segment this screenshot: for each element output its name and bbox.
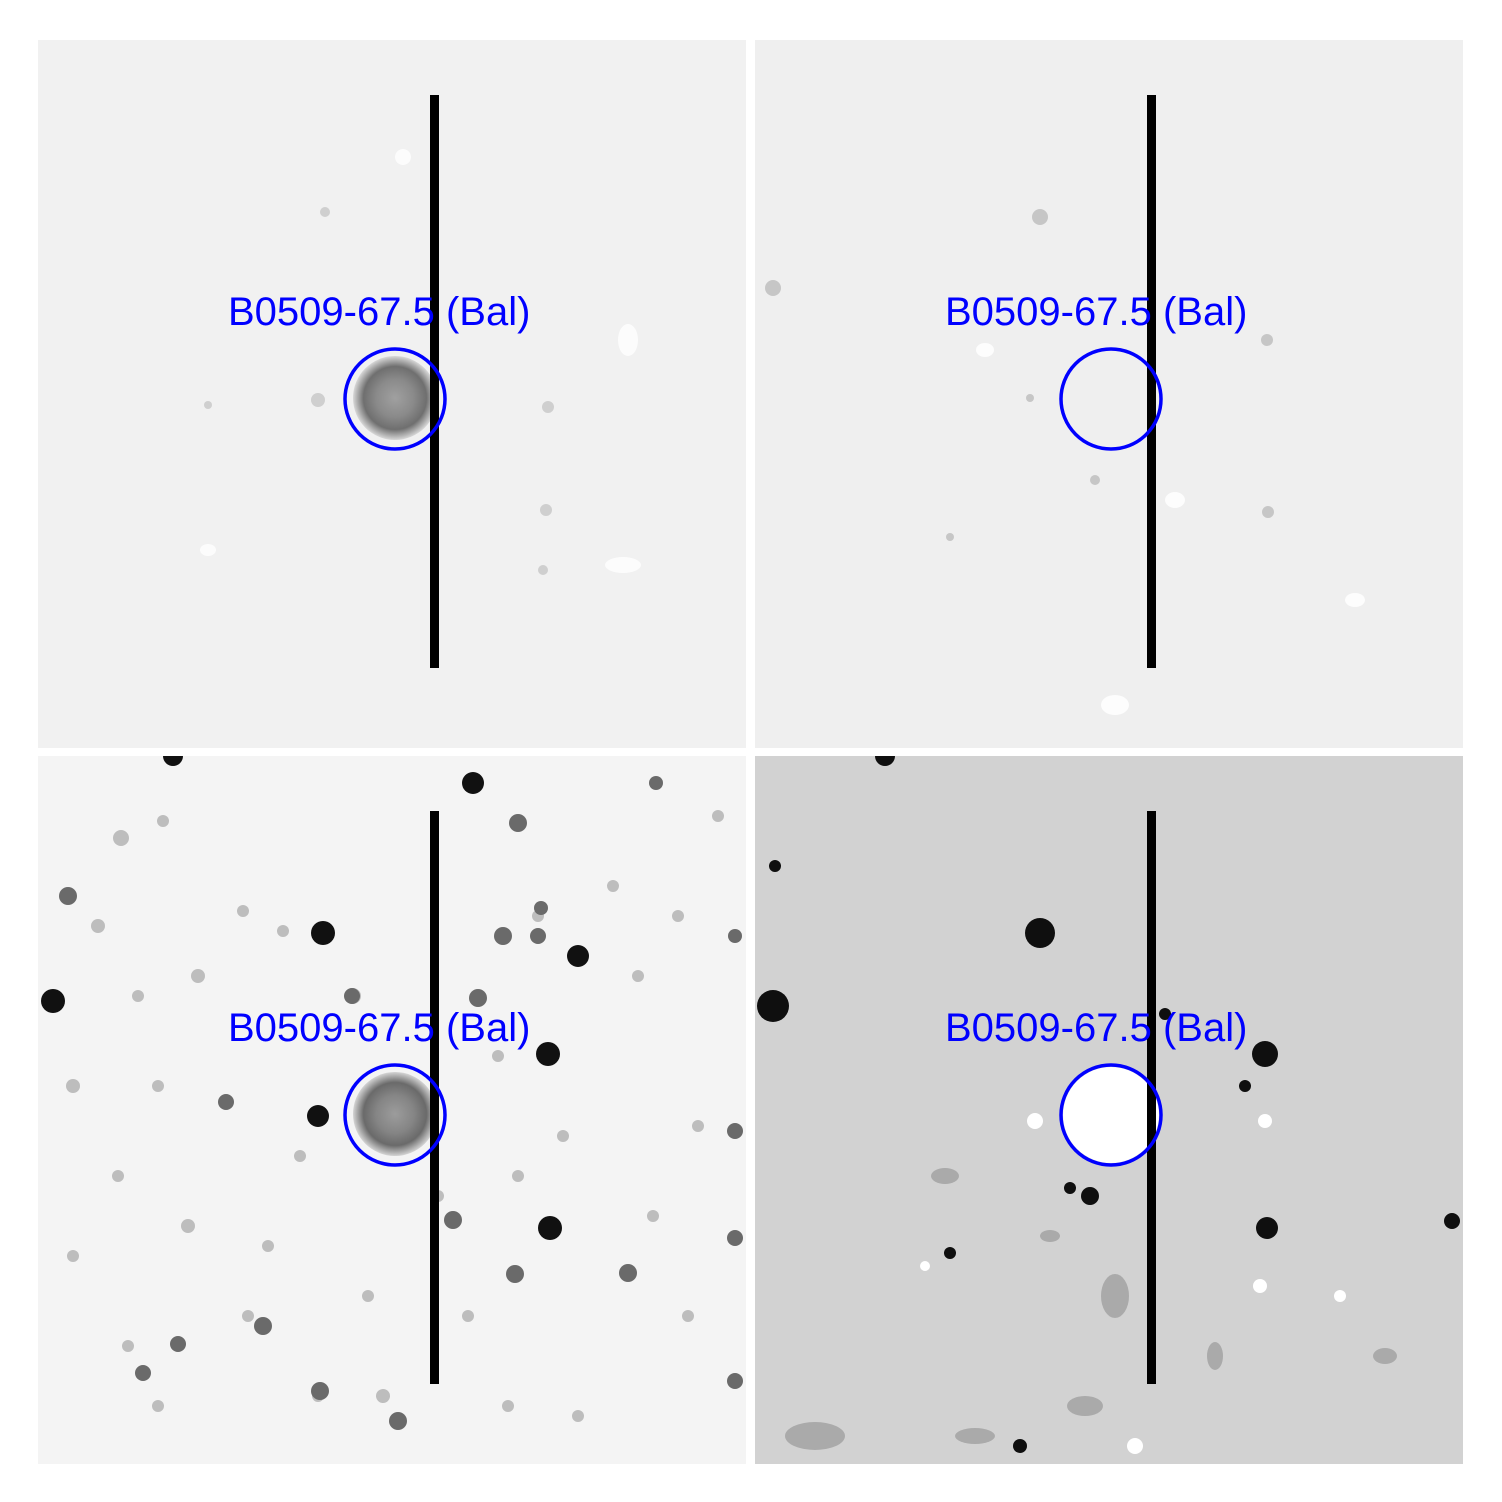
residual-noise bbox=[785, 1168, 1397, 1450]
source-label: B0509-67.5 (Bal) bbox=[945, 1006, 1247, 1050]
faint-stars bbox=[204, 207, 554, 575]
slit-line bbox=[1147, 95, 1156, 668]
source-marker-circle bbox=[343, 1063, 447, 1167]
slit-line bbox=[430, 95, 439, 668]
slit-line bbox=[1147, 811, 1156, 1384]
slit-line bbox=[430, 811, 439, 1384]
star-field-bright bbox=[41, 756, 589, 1240]
subtracted-source bbox=[1063, 1067, 1159, 1163]
sky-background bbox=[755, 40, 1463, 748]
image-canvas: B0509-67.5 (Bal) bbox=[38, 756, 746, 1464]
image-canvas: B0509-67.5 (Bal) bbox=[38, 40, 746, 748]
image-panel-bottom-right: B0509-67.5 (Bal) bbox=[755, 756, 1463, 1464]
residual-bright-spots bbox=[920, 1113, 1346, 1454]
source-marker-circle bbox=[1059, 347, 1163, 451]
faint-stars bbox=[765, 209, 1274, 541]
source-marker-circle bbox=[343, 347, 447, 451]
residual-stars bbox=[757, 756, 1460, 1453]
bright-patches bbox=[976, 343, 1365, 715]
image-canvas: B0509-67.5 (Bal) bbox=[755, 756, 1463, 1464]
image-panel-top-left: B0509-67.5 (Bal) bbox=[38, 40, 746, 748]
bright-patches bbox=[200, 149, 641, 573]
image-canvas: B0509-67.5 (Bal) bbox=[755, 40, 1463, 748]
star-field-medium bbox=[59, 776, 743, 1430]
source-label: B0509-67.5 (Bal) bbox=[228, 290, 530, 334]
source-label: B0509-67.5 (Bal) bbox=[228, 1006, 530, 1050]
target-source bbox=[353, 356, 437, 440]
target-source bbox=[353, 1072, 437, 1156]
image-panel-top-right: B0509-67.5 (Bal) bbox=[755, 40, 1463, 748]
source-label: B0509-67.5 (Bal) bbox=[945, 290, 1247, 334]
image-panel-bottom-left: B0509-67.5 (Bal) bbox=[38, 756, 746, 1464]
source-marker-circle bbox=[1059, 1063, 1163, 1167]
